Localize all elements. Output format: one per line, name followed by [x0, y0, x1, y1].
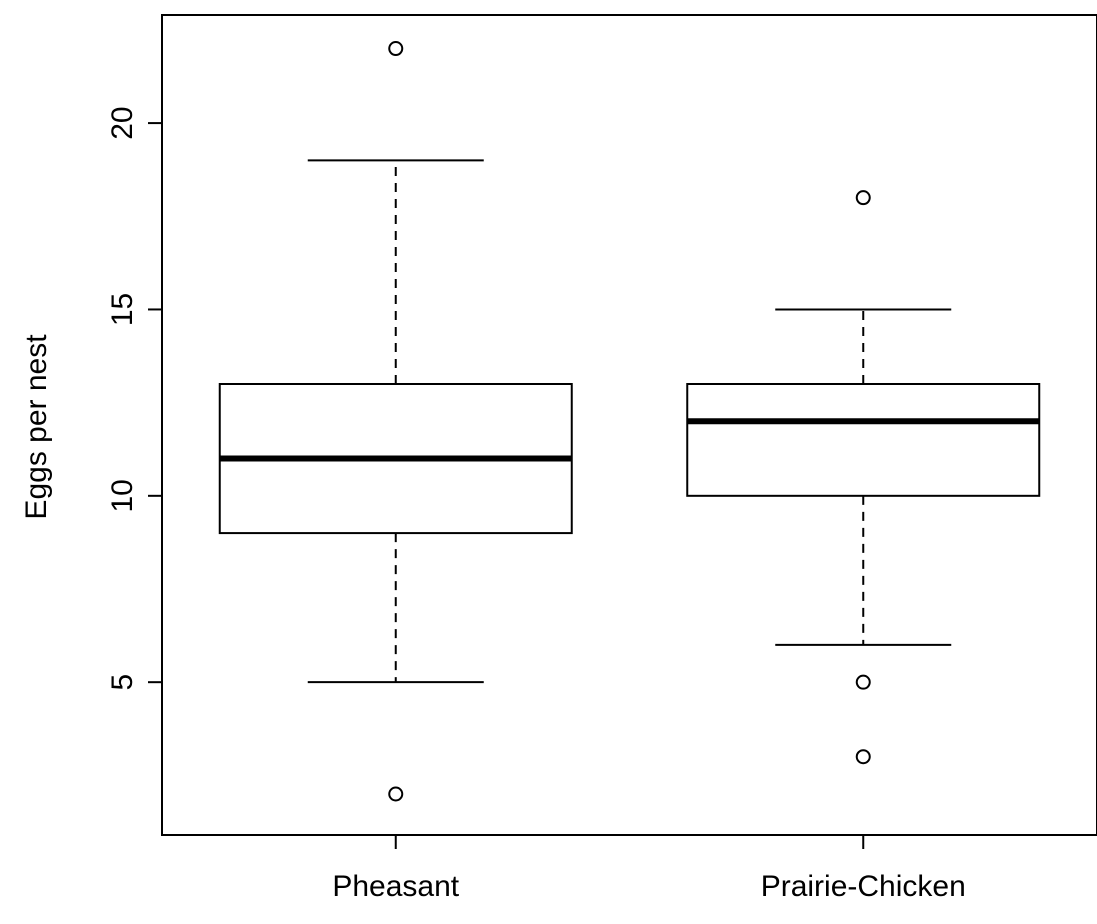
y-tick-label-5: 5	[106, 674, 139, 691]
plot-area	[218, 41, 1041, 802]
y-tick-label-15: 15	[106, 293, 139, 326]
x-tick-label-1: Pheasant	[332, 870, 459, 903]
x-tick-label-2: Prairie-Chicken	[761, 870, 966, 903]
outlier-point	[855, 749, 871, 765]
outlier-point	[855, 190, 871, 206]
y-tick-label-20: 20	[106, 106, 139, 139]
outlier-point	[855, 674, 871, 690]
y-axis-title: Eggs per nest	[20, 334, 53, 520]
outlier-point	[388, 41, 404, 57]
outlier-point	[388, 786, 404, 802]
axes: 5 10 15 20 Pheasant Prairie-Chicken	[106, 14, 1097, 903]
y-tick-label-10: 10	[106, 479, 139, 512]
plot-frame	[161, 14, 1097, 836]
iqr-box	[686, 383, 1041, 497]
box-group-2	[686, 190, 1041, 765]
box-group-1	[218, 41, 573, 802]
